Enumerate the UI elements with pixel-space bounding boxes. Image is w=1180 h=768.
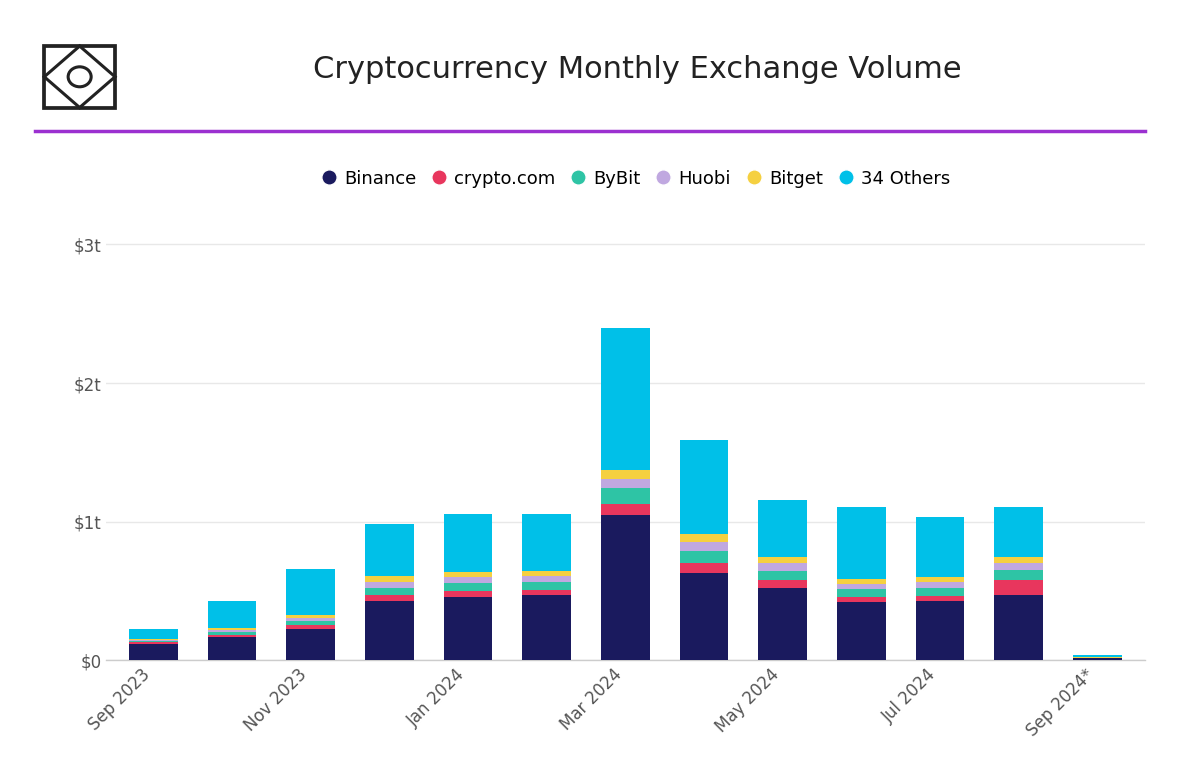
Bar [680, 551, 728, 563]
Bar [129, 644, 178, 660]
Bar [837, 507, 886, 579]
Bar [365, 577, 414, 581]
Bar [365, 601, 414, 660]
Bar [523, 576, 571, 582]
Bar [995, 570, 1043, 580]
Bar [287, 628, 335, 660]
Bar [601, 504, 650, 515]
Bar [680, 440, 728, 535]
Bar [916, 588, 964, 595]
Bar [759, 588, 807, 660]
Bar [287, 569, 335, 615]
Bar [444, 584, 492, 591]
Bar [444, 514, 492, 572]
Bar [365, 524, 414, 577]
Bar [208, 635, 256, 637]
Bar [995, 558, 1043, 563]
Bar [208, 628, 256, 631]
Bar [208, 632, 256, 635]
Bar [208, 601, 256, 628]
Bar [759, 557, 807, 564]
Bar [365, 588, 414, 594]
Bar [995, 508, 1043, 558]
Bar [680, 535, 728, 542]
Bar [208, 631, 256, 632]
Text: Cryptocurrency Monthly Exchange Volume: Cryptocurrency Monthly Exchange Volume [313, 55, 962, 84]
Bar [1073, 658, 1122, 660]
Bar [680, 563, 728, 573]
Bar [759, 500, 807, 557]
Bar [759, 580, 807, 588]
Bar [208, 637, 256, 660]
Bar [365, 581, 414, 588]
Bar [601, 478, 650, 488]
Bar [680, 573, 728, 660]
Bar [601, 488, 650, 504]
Bar [523, 595, 571, 660]
Bar [916, 517, 964, 577]
Bar [444, 572, 492, 578]
Bar [523, 514, 571, 571]
Bar [129, 639, 178, 640]
Bar [995, 595, 1043, 660]
Bar [916, 577, 964, 582]
Legend: Binance, crypto.com, ByBit, Huobi, Bitget, 34 Others: Binance, crypto.com, ByBit, Huobi, Bitge… [317, 163, 957, 195]
Bar [287, 615, 335, 617]
Bar [601, 515, 650, 660]
Bar [444, 591, 492, 597]
Bar [129, 640, 178, 641]
Bar [995, 580, 1043, 595]
Bar [365, 594, 414, 601]
Bar [837, 597, 886, 602]
Bar [916, 601, 964, 660]
Bar [523, 571, 571, 576]
Bar [287, 621, 335, 625]
Bar [129, 641, 178, 643]
Bar [601, 328, 650, 470]
Bar [129, 628, 178, 639]
Bar [1073, 655, 1122, 657]
Bar [759, 564, 807, 571]
Bar [837, 579, 886, 584]
Bar [601, 470, 650, 478]
Bar [916, 582, 964, 588]
Bar [523, 590, 571, 595]
Bar [837, 589, 886, 597]
Bar [916, 595, 964, 601]
Bar [444, 578, 492, 584]
Bar [287, 625, 335, 628]
Bar [287, 617, 335, 621]
Bar [444, 597, 492, 660]
Bar [995, 563, 1043, 570]
Bar [680, 542, 728, 551]
Bar [129, 643, 178, 644]
Bar [523, 582, 571, 590]
Bar [837, 584, 886, 589]
Bar [837, 602, 886, 660]
Bar [759, 571, 807, 580]
